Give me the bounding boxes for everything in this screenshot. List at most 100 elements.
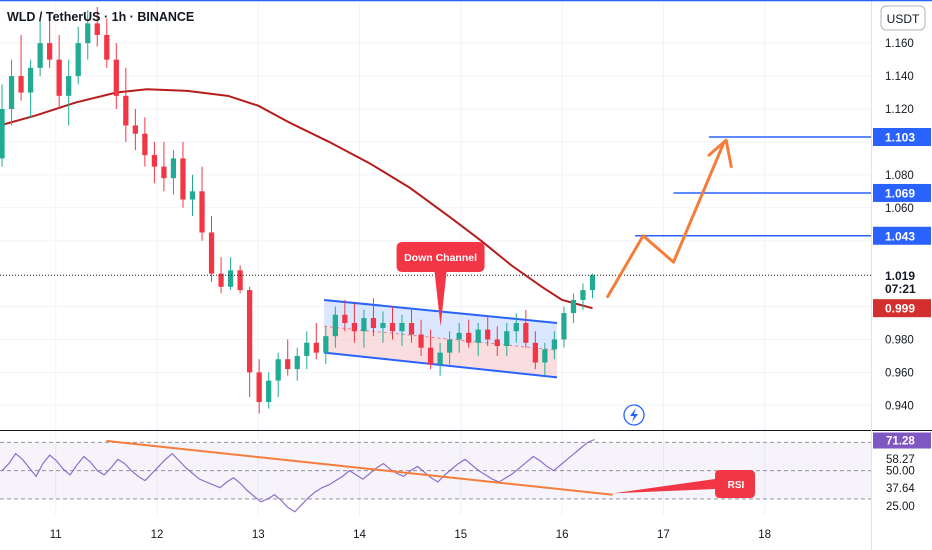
target-levels[interactable]	[635, 136, 871, 237]
currency-button-label: USDT	[887, 12, 920, 26]
candle-body	[542, 349, 548, 363]
chart-title: WLD / TetherUS · 1h · BINANCE	[7, 10, 194, 24]
time-tick-label: 16	[556, 529, 569, 541]
time-tick-label: 15	[454, 529, 467, 541]
time-tick-label: 18	[758, 529, 771, 541]
candle-body	[180, 158, 186, 200]
moving-average-line	[0, 88, 593, 310]
candle-body	[132, 125, 138, 134]
time-tick-label: 17	[657, 529, 670, 541]
rsi-trendline-line[interactable]	[106, 439, 613, 496]
candle-body	[104, 34, 110, 60]
candle-body	[551, 339, 558, 350]
candle-body	[199, 191, 205, 233]
price-tick-label: 1.060	[885, 203, 914, 215]
candle-body	[342, 314, 348, 323]
candle-body	[418, 334, 424, 348]
candle-body	[37, 43, 43, 68]
down-channel-label: Down Channel	[404, 252, 477, 264]
candle-body	[485, 329, 491, 340]
rsi-current-badge	[873, 432, 931, 449]
candle-body	[437, 352, 443, 365]
projection-line[interactable]	[606, 140, 726, 299]
rsi-callout[interactable]: RSI	[612, 470, 755, 498]
price-badge-bg	[873, 183, 931, 202]
candle-body	[323, 336, 329, 353]
candle-body	[75, 43, 81, 77]
candle-body	[56, 59, 62, 96]
candle-body	[494, 339, 500, 347]
price-tick-label: 0.940	[885, 400, 914, 412]
projection-path[interactable]	[606, 138, 733, 299]
candle-body	[304, 342, 310, 356]
time-tick-label: 14	[353, 529, 366, 541]
candle-body	[589, 275, 596, 291]
candle-body	[570, 299, 577, 314]
candle-body	[370, 318, 377, 328]
moving-average-path	[0, 88, 593, 310]
rsi-tick-label: 50.00	[886, 466, 915, 478]
price-tick-label: 0.960	[885, 367, 914, 379]
lightning-icon[interactable]	[623, 404, 645, 426]
candle-body	[447, 339, 453, 353]
candle-body	[523, 323, 529, 343]
candle-body	[85, 23, 91, 44]
candle-body	[27, 67, 34, 93]
candle-body	[151, 155, 158, 167]
candle-body	[456, 332, 462, 340]
candle-body	[580, 290, 586, 300]
candle-body	[475, 329, 481, 343]
price-tick-label: 1.160	[885, 38, 914, 50]
price-tick-label: 1.080	[885, 170, 914, 182]
price-badge-label: 1.103	[885, 130, 915, 144]
candle-body	[208, 232, 215, 274]
price-badge-bg	[873, 266, 931, 303]
price-tick-label: 1.140	[885, 71, 914, 83]
candle-body	[218, 273, 224, 287]
candle-body	[332, 314, 338, 337]
candle-body	[237, 270, 243, 291]
candle-body	[170, 158, 177, 179]
candle-body	[561, 313, 567, 340]
candle-body	[18, 76, 24, 93]
projection-arrowhead[interactable]	[707, 138, 733, 169]
rsi-line	[1, 438, 595, 513]
candle-body	[294, 355, 300, 370]
price-badge-label: 1.019	[885, 269, 915, 283]
candle-body	[361, 318, 367, 332]
candle-body	[466, 332, 472, 343]
rsi-tick-label: 37.64	[886, 483, 915, 495]
candle-body	[351, 323, 358, 332]
candle-body	[66, 76, 72, 96]
candle-body	[513, 323, 519, 332]
candle-body	[532, 342, 538, 363]
candle-body	[408, 323, 415, 335]
candle-body	[380, 323, 386, 328]
price-badge-label: 1.069	[885, 186, 915, 200]
rsi-trendline[interactable]	[106, 439, 613, 496]
down-channel-callout[interactable]: Down Channel	[396, 242, 485, 327]
price-axis[interactable]: 1.160 1.140 1.120 1.080 1.060 0.980 0.960 0.940	[885, 38, 914, 412]
rsi-current-value: 71.28	[886, 436, 915, 448]
time-axis[interactable]: 11 12 13 14 15 16 17 18	[50, 529, 771, 541]
price-badge-bg	[873, 226, 931, 245]
candle-body	[427, 347, 434, 365]
candle-body	[256, 372, 262, 403]
rsi-label: RSI	[728, 480, 745, 491]
candle-body	[247, 290, 253, 373]
candle-body	[161, 166, 167, 179]
candle-body	[0, 109, 5, 159]
candle-body	[266, 380, 272, 403]
candle-body	[285, 359, 291, 370]
candle-body	[113, 59, 119, 96]
currency-button[interactable]: USDT	[880, 5, 926, 31]
rsi-tick-label: 58.27	[886, 454, 915, 466]
rsi-tick-label: 25.00	[886, 501, 915, 513]
price-badge-label: 07:21	[885, 282, 916, 296]
candle-body	[504, 331, 510, 347]
candle-body	[123, 95, 129, 126]
